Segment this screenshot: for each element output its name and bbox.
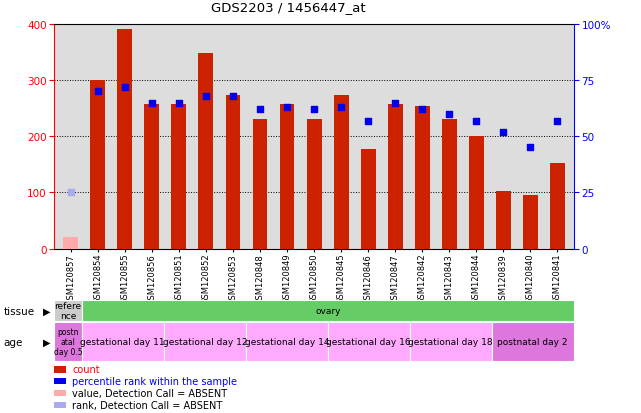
Point xyxy=(282,104,292,111)
Bar xyxy=(171,104,187,249)
Bar xyxy=(226,95,240,249)
Bar xyxy=(496,192,511,249)
Text: postn
atal
day 0.5: postn atal day 0.5 xyxy=(54,327,83,356)
Point xyxy=(228,93,238,100)
Point xyxy=(498,129,508,136)
Point xyxy=(201,93,211,100)
Bar xyxy=(117,31,132,249)
Text: postnatal day 2: postnatal day 2 xyxy=(497,337,568,346)
Point xyxy=(255,107,265,113)
Bar xyxy=(199,54,213,249)
Point xyxy=(93,89,103,95)
Text: gestational day 16: gestational day 16 xyxy=(326,337,411,346)
Bar xyxy=(328,322,410,361)
Text: gestational day 11: gestational day 11 xyxy=(81,337,165,346)
Point xyxy=(444,111,454,118)
Text: gestational day 12: gestational day 12 xyxy=(163,337,247,346)
Bar xyxy=(253,120,267,249)
Bar xyxy=(82,322,164,361)
Text: GDS2203 / 1456447_at: GDS2203 / 1456447_at xyxy=(211,2,366,14)
Bar xyxy=(63,238,78,249)
Text: refere
nce: refere nce xyxy=(54,301,81,320)
Bar xyxy=(550,164,565,249)
Bar xyxy=(469,137,484,249)
Text: tissue: tissue xyxy=(3,306,35,316)
Text: ▶: ▶ xyxy=(43,306,51,316)
Point xyxy=(336,104,346,111)
Text: percentile rank within the sample: percentile rank within the sample xyxy=(72,376,237,386)
Point xyxy=(309,107,319,113)
Text: ovary: ovary xyxy=(315,306,340,316)
Bar xyxy=(306,120,322,249)
Bar xyxy=(279,105,294,249)
Point xyxy=(417,107,428,113)
Point xyxy=(363,118,373,124)
Bar xyxy=(410,322,492,361)
Bar xyxy=(442,120,457,249)
Text: count: count xyxy=(72,364,100,374)
Bar xyxy=(523,196,538,249)
Bar xyxy=(388,105,403,249)
Bar xyxy=(246,322,328,361)
Text: age: age xyxy=(3,337,22,347)
Text: gestational day 18: gestational day 18 xyxy=(408,337,493,346)
Bar xyxy=(164,322,246,361)
Text: ▶: ▶ xyxy=(43,337,51,347)
Bar xyxy=(361,149,376,249)
Point xyxy=(174,100,184,107)
Point xyxy=(65,190,76,196)
Text: value, Detection Call = ABSENT: value, Detection Call = ABSENT xyxy=(72,388,228,398)
Bar xyxy=(54,301,82,321)
Bar xyxy=(144,104,159,249)
Bar xyxy=(334,95,349,249)
Point xyxy=(390,100,401,107)
Bar xyxy=(90,81,105,249)
Point xyxy=(553,118,563,124)
Point xyxy=(147,100,157,107)
Bar xyxy=(54,322,82,361)
Bar xyxy=(492,322,574,361)
Bar xyxy=(415,107,429,249)
Text: gestational day 14: gestational day 14 xyxy=(244,337,329,346)
Text: rank, Detection Call = ABSENT: rank, Detection Call = ABSENT xyxy=(72,400,222,410)
Point xyxy=(120,84,130,91)
Point xyxy=(526,145,536,152)
Point xyxy=(471,118,481,124)
